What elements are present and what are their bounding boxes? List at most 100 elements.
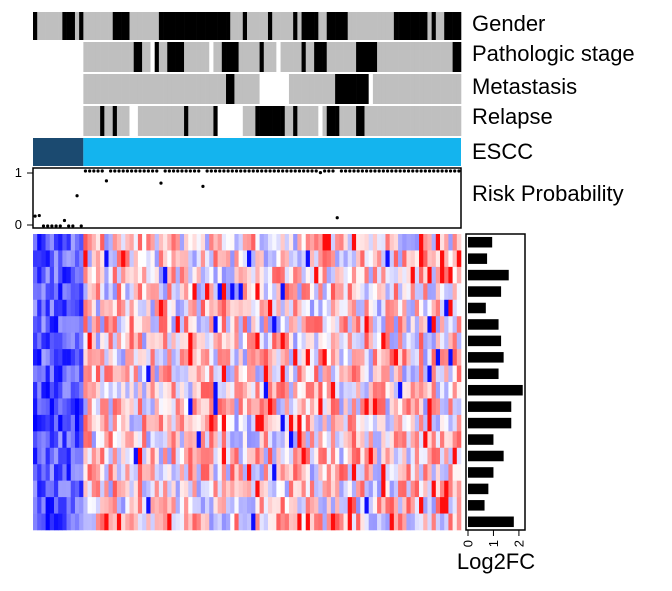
heatmap-cell	[356, 414, 361, 432]
heatmap-cell	[410, 332, 416, 350]
heatmap-cell	[263, 299, 269, 317]
heatmap-cell	[45, 365, 51, 383]
gender-cell	[259, 12, 265, 40]
heatmap-cell	[297, 513, 302, 531]
heatmap-cell	[364, 316, 369, 333]
heatmap-cell	[448, 480, 453, 498]
heatmap-cell	[37, 250, 42, 268]
gender-cell	[301, 12, 307, 40]
heatmap-cell	[423, 250, 428, 268]
heatmap-cell	[402, 398, 407, 416]
heatmap-cell	[217, 316, 223, 333]
heatmap-cell	[188, 332, 193, 350]
heatmap-cell	[242, 497, 248, 514]
relapse-cell	[142, 106, 147, 136]
gender-cell	[91, 12, 97, 40]
heatmap-cell	[196, 316, 202, 333]
heatmap-cell	[45, 266, 51, 284]
risk-point	[406, 169, 411, 173]
heatmap-cell	[167, 365, 172, 383]
log2fc-bar	[468, 302, 486, 314]
heatmap-cell	[377, 382, 382, 399]
heatmap-cell	[66, 382, 72, 399]
heatmap-cell	[259, 398, 265, 416]
heatmap-cell	[301, 365, 307, 383]
heatmap-cell	[410, 414, 416, 432]
heatmap-cell	[83, 283, 88, 301]
heatmap-cell	[444, 447, 449, 465]
heatmap-cell	[221, 316, 227, 333]
heatmap-cell	[330, 283, 336, 301]
heatmap-cell	[58, 513, 63, 531]
heatmap-cell	[326, 365, 332, 383]
heatmap-cell	[305, 365, 311, 383]
relapse-cell	[456, 106, 462, 136]
risk-point	[155, 169, 159, 173]
heatmap-cell	[410, 497, 416, 514]
metastasis-cell	[116, 74, 122, 104]
heatmap-cell	[419, 349, 424, 366]
heatmap-cell	[301, 431, 307, 449]
heatmap-cell	[301, 497, 307, 514]
stage-cell	[452, 42, 458, 72]
gender-cell	[74, 12, 80, 40]
heatmap-cell	[339, 332, 344, 350]
relapse-cell	[37, 106, 42, 136]
heatmap-cell	[108, 299, 114, 317]
heatmap-cell	[267, 464, 273, 481]
heatmap-cell	[104, 398, 109, 416]
heatmap-cell	[100, 464, 105, 481]
heatmap-cell	[410, 283, 416, 301]
heatmap-cell	[154, 398, 160, 416]
heatmap-cell	[322, 316, 328, 333]
heatmap-cell	[381, 431, 386, 449]
heatmap-cell	[272, 349, 277, 366]
heatmap-cell	[83, 414, 88, 432]
heatmap-cell	[284, 332, 290, 350]
heatmap-cell	[276, 464, 281, 481]
heatmap-cell	[284, 398, 290, 416]
heatmap-cell	[377, 234, 382, 251]
log2fc-tick-label: 1	[486, 540, 501, 547]
gender-cell	[272, 12, 277, 40]
heatmap-cell	[335, 316, 340, 333]
metastasis-cell	[87, 74, 93, 104]
relapse-cell	[108, 106, 114, 136]
heatmap-cell	[192, 464, 197, 481]
relapse-cell	[184, 106, 189, 136]
heatmap-cell	[87, 431, 93, 449]
heatmap-cell	[226, 234, 231, 251]
heatmap-cell	[45, 283, 51, 301]
heatmap-cell	[305, 332, 311, 350]
heatmap-cell	[230, 349, 235, 366]
heatmap-cell	[221, 398, 227, 416]
heatmap-cell	[351, 283, 357, 301]
relapse-cell	[305, 106, 311, 136]
heatmap-cell	[326, 398, 332, 416]
heatmap-cell	[209, 349, 214, 366]
heatmap-cell	[100, 480, 105, 498]
heatmap-cell	[389, 349, 395, 366]
heatmap-cell	[343, 266, 349, 284]
heatmap-cell	[398, 398, 403, 416]
heatmap-cell	[129, 234, 135, 251]
heatmap-cell	[192, 283, 197, 301]
heatmap-cell	[238, 349, 244, 366]
relapse-cell	[171, 106, 176, 136]
risk-point	[167, 169, 171, 173]
heatmap-cell	[104, 431, 109, 449]
heatmap-cell	[41, 299, 46, 317]
heatmap-cell	[339, 447, 344, 465]
heatmap-cell	[427, 349, 432, 366]
heatmap-cell	[356, 447, 361, 465]
heatmap-cell	[393, 299, 399, 317]
gender-cell	[343, 12, 349, 40]
risk-point	[184, 169, 188, 173]
heatmap-cell	[184, 299, 189, 317]
heatmap-cell	[330, 332, 336, 350]
heatmap-cell	[104, 349, 109, 366]
heatmap-cell	[347, 382, 353, 399]
heatmap-cell	[238, 266, 244, 284]
heatmap-cell	[209, 316, 214, 333]
